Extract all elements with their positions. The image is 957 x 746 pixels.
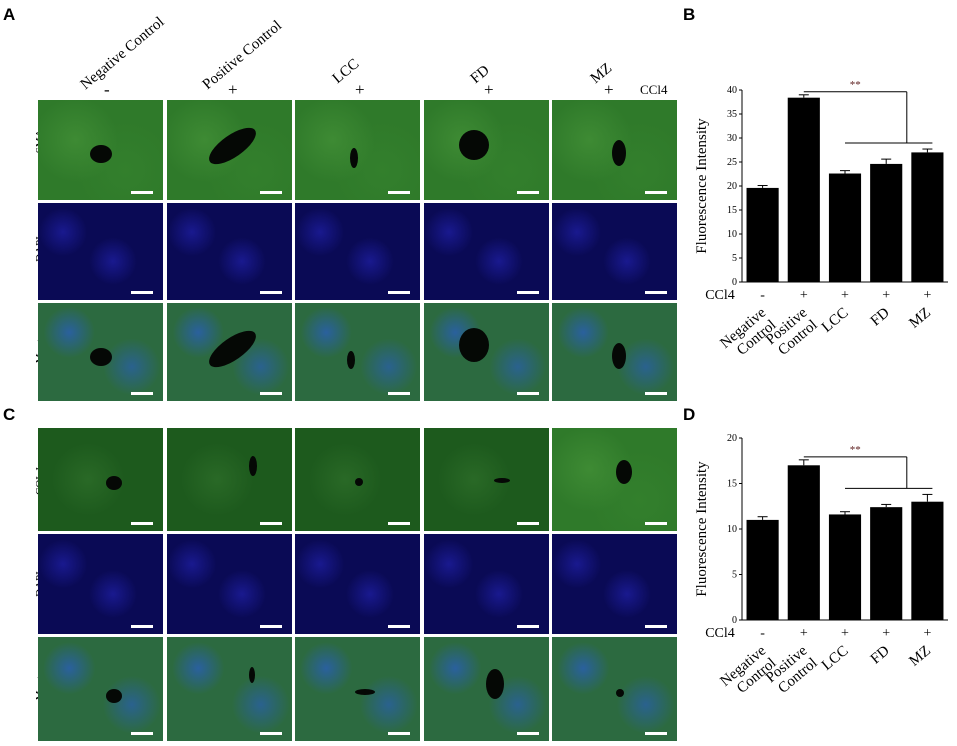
micrograph-a-dapi-fd (424, 203, 549, 300)
ccl4-marker-fd: + (484, 80, 494, 99)
micrograph-c-col-lcc (295, 428, 420, 531)
y-tick-label: 20 (727, 433, 737, 444)
category-label: FD (868, 305, 893, 330)
micrograph-c-merge-fd (424, 637, 549, 741)
micrograph-a-merge-lcc (295, 303, 420, 401)
ccl4-marker: + (923, 288, 931, 303)
ccl4-label-a: CCl4 (640, 82, 668, 97)
ccl4-marker: + (800, 288, 808, 303)
micrograph-a-sma-fd (424, 100, 549, 200)
micrograph-a-dapi-lcc (295, 203, 420, 300)
column-label-positive-control: Positive Control (199, 17, 286, 94)
y-tick-label: 0 (732, 277, 737, 288)
y-tick-label: 35 (727, 109, 737, 120)
ccl4-marker: + (841, 626, 849, 641)
bar (828, 514, 862, 620)
bar-chart-d: 0 5 10 15 20 Fluorescence Intensity ** CCl4 - + + +… (694, 433, 948, 699)
ccl4-marker-positive: + (228, 80, 238, 99)
ccl4-marker: + (923, 626, 931, 641)
micrograph-c-col-mz (552, 428, 677, 531)
ccl4-marker-mz: + (604, 80, 614, 99)
ccl4-marker: + (882, 626, 890, 641)
bar (828, 173, 862, 282)
y-tick-label: 15 (727, 479, 737, 490)
y-tick-label: 5 (732, 253, 737, 264)
micrograph-c-dapi-fd (424, 534, 549, 634)
column-label-negative-control: Negative Control (77, 14, 168, 94)
ccl4-marker: - (760, 288, 765, 303)
bar (911, 501, 944, 620)
ccl4-marker: + (800, 626, 808, 641)
y-tick-label: 15 (727, 205, 737, 216)
bar (911, 152, 944, 282)
micrograph-a-merge-mz (552, 303, 677, 401)
y-tick-label: 25 (727, 157, 737, 168)
micrograph-c-col-fd (424, 428, 549, 531)
category-label: PositiveControl (763, 643, 821, 699)
micrograph-a-sma-mz (552, 100, 677, 200)
micrograph-a-dapi-positive (167, 203, 292, 300)
y-tick-label: 40 (727, 85, 737, 96)
category-label: LCC (819, 305, 852, 336)
micrograph-c-dapi-lcc (295, 534, 420, 634)
micrograph-a-sma-positive (167, 100, 292, 200)
micrograph-c-col-positive (167, 428, 292, 531)
micrograph-c-dapi-positive (167, 534, 292, 634)
bar-chart-b: 0 5 10 15 20 25 30 35 40 Fluorescence Intensity **… (694, 79, 948, 361)
significance-label: ** (850, 79, 861, 91)
ccl4-label: CCl4 (705, 288, 735, 303)
ccl4-marker-negative: - (104, 80, 110, 99)
y-axis-label: Fluorescence Intensity (694, 461, 710, 597)
micrograph-a-merge-negative (38, 303, 163, 401)
panel-letter-a: A (3, 5, 16, 24)
y-tick-label: 0 (732, 615, 737, 626)
ccl4-marker: + (882, 288, 890, 303)
micrograph-c-dapi-negative (38, 534, 163, 634)
y-tick-label: 10 (727, 524, 737, 535)
y-axis-label: Fluorescence Intensity (694, 118, 710, 254)
category-label: LCC (819, 643, 852, 674)
micrograph-a-merge-positive (167, 303, 292, 401)
micrograph-c-merge-positive (167, 637, 292, 741)
category-label: MZ (906, 643, 934, 670)
y-tick-label: 10 (727, 229, 737, 240)
category-label: MZ (906, 305, 934, 332)
ccl4-label: CCl4 (705, 626, 735, 641)
y-tick-label: 20 (727, 181, 737, 192)
bar (787, 97, 820, 283)
micrograph-c-merge-negative (38, 637, 163, 741)
micrograph-a-merge-fd (424, 303, 549, 401)
bar (746, 187, 779, 282)
y-tick-label: 5 (732, 570, 737, 581)
micrograph-c-merge-lcc (295, 637, 420, 741)
micrograph-c-merge-mz (552, 637, 677, 741)
ccl4-marker: + (841, 288, 849, 303)
bar (746, 519, 779, 620)
significance-label: ** (850, 444, 861, 456)
y-tick-label: 30 (727, 133, 737, 144)
panel-letter-d: D (683, 405, 696, 424)
bar (787, 465, 820, 620)
bar (870, 163, 903, 282)
micrograph-c-col-negative (38, 428, 163, 531)
micrograph-a-sma-negative (38, 100, 163, 200)
bar (870, 507, 903, 620)
ccl4-marker-lcc: + (355, 80, 365, 99)
category-label: PositiveControl (763, 305, 821, 361)
micrograph-c-dapi-mz (552, 534, 677, 634)
ccl4-marker: - (760, 626, 765, 641)
micrograph-a-sma-lcc (295, 100, 420, 200)
micrograph-a-dapi-mz (552, 203, 677, 300)
category-label: FD (868, 643, 893, 668)
panel-letter-c: C (3, 405, 16, 424)
panel-letter-b: B (683, 5, 696, 24)
micrograph-a-dapi-negative (38, 203, 163, 300)
